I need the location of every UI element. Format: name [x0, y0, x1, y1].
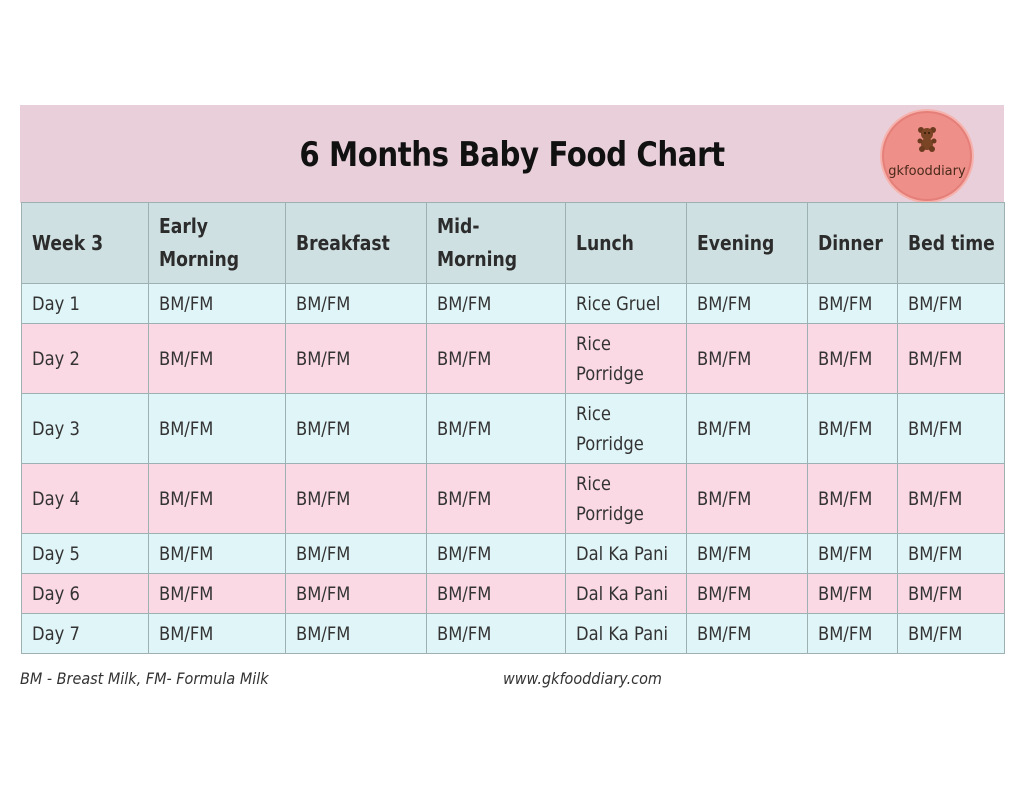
- table-cell: Day 6: [21, 573, 149, 614]
- teddy-bear-icon: [917, 127, 937, 152]
- column-header-lunch: Lunch: [565, 202, 687, 284]
- table-row: Day 1 BM/FM BM/FM BM/FM Rice Gruel BM/FM…: [21, 283, 1005, 324]
- column-header-week: Week 3: [21, 202, 149, 284]
- table-cell: BM/FM: [807, 573, 898, 614]
- table-row: Day 3 BM/FM BM/FM BM/FM Rice Porridge BM…: [21, 393, 1005, 464]
- table-cell: BM/FM: [807, 613, 898, 654]
- table-cell: BM/FM: [148, 323, 286, 394]
- table-cell: BM/FM: [807, 323, 898, 394]
- table-cell: BM/FM: [686, 613, 808, 654]
- table-cell: Day 1: [21, 283, 149, 324]
- table-cell: Dal Ka Pani: [565, 573, 687, 614]
- column-header-evening: Evening: [686, 202, 808, 284]
- column-header-bed-time: Bed time: [897, 202, 1005, 284]
- table-cell: BM/FM: [426, 393, 566, 464]
- table-cell: BM/FM: [285, 463, 427, 534]
- table-row: Day 5 BM/FM BM/FM BM/FM Dal Ka Pani BM/F…: [21, 533, 1005, 574]
- table-row: Day 7 BM/FM BM/FM BM/FM Dal Ka Pani BM/F…: [21, 613, 1005, 654]
- food-chart-table: Week 3 Early Morning Breakfast Mid-Morni…: [21, 202, 1005, 654]
- legend-note: BM - Breast Milk, FM- Formula Milk: [20, 669, 269, 688]
- table-cell: Rice Porridge: [565, 393, 687, 464]
- website-url: www.gkfooddiary.com: [503, 669, 662, 688]
- table-cell: BM/FM: [897, 283, 1005, 324]
- table-cell: BM/FM: [686, 463, 808, 534]
- table-cell: BM/FM: [686, 283, 808, 324]
- column-header-breakfast: Breakfast: [285, 202, 427, 284]
- table-cell: BM/FM: [807, 463, 898, 534]
- page-title: 6 Months Baby Food Chart: [299, 135, 725, 175]
- table-cell: BM/FM: [897, 323, 1005, 394]
- table-cell: BM/FM: [285, 323, 427, 394]
- table-cell: BM/FM: [426, 323, 566, 394]
- table-cell: BM/FM: [426, 613, 566, 654]
- table-cell: BM/FM: [807, 393, 898, 464]
- table-cell: BM/FM: [897, 463, 1005, 534]
- table-cell: Day 2: [21, 323, 149, 394]
- table-cell: BM/FM: [897, 393, 1005, 464]
- table-cell: Rice Porridge: [565, 323, 687, 394]
- table-cell: BM/FM: [148, 393, 286, 464]
- table-cell: BM/FM: [148, 533, 286, 574]
- table-row: Day 6 BM/FM BM/FM BM/FM Dal Ka Pani BM/F…: [21, 573, 1005, 614]
- chart-header: 6 Months Baby Food Chart gkfooddiary: [20, 105, 1004, 203]
- table-cell: BM/FM: [285, 573, 427, 614]
- table-cell: BM/FM: [686, 323, 808, 394]
- table-cell: BM/FM: [897, 613, 1005, 654]
- table-cell: BM/FM: [285, 533, 427, 574]
- table-cell: BM/FM: [148, 283, 286, 324]
- table-cell: BM/FM: [426, 463, 566, 534]
- column-header-dinner: Dinner: [807, 202, 898, 284]
- table-cell: BM/FM: [686, 393, 808, 464]
- table-cell: Day 3: [21, 393, 149, 464]
- table-cell: BM/FM: [285, 613, 427, 654]
- table-header-row: Week 3 Early Morning Breakfast Mid-Morni…: [21, 202, 1005, 284]
- table-cell: BM/FM: [148, 463, 286, 534]
- table-cell: Dal Ka Pani: [565, 613, 687, 654]
- table-cell: Dal Ka Pani: [565, 533, 687, 574]
- table-cell: BM/FM: [285, 283, 427, 324]
- table-cell: BM/FM: [285, 393, 427, 464]
- table-cell: BM/FM: [426, 283, 566, 324]
- table-cell: BM/FM: [807, 283, 898, 324]
- table-cell: Day 7: [21, 613, 149, 654]
- column-header-early-morning: Early Morning: [148, 202, 286, 284]
- table-cell: BM/FM: [807, 533, 898, 574]
- column-header-mid-morning: Mid-Morning: [426, 202, 566, 284]
- table-cell: BM/FM: [148, 613, 286, 654]
- table-row: Day 4 BM/FM BM/FM BM/FM Rice Porridge BM…: [21, 463, 1005, 534]
- table-cell: Day 5: [21, 533, 149, 574]
- table-cell: BM/FM: [897, 533, 1005, 574]
- table-cell: BM/FM: [686, 573, 808, 614]
- table-cell: BM/FM: [686, 533, 808, 574]
- table-cell: BM/FM: [148, 573, 286, 614]
- table-row: Day 2 BM/FM BM/FM BM/FM Rice Porridge BM…: [21, 323, 1005, 394]
- table-cell: BM/FM: [426, 533, 566, 574]
- logo: gkfooddiary: [880, 109, 974, 203]
- table-cell: Rice Porridge: [565, 463, 687, 534]
- table-cell: Day 4: [21, 463, 149, 534]
- table-cell: BM/FM: [897, 573, 1005, 614]
- table-cell: Rice Gruel: [565, 283, 687, 324]
- logo-text: gkfooddiary: [888, 164, 966, 179]
- table-cell: BM/FM: [426, 573, 566, 614]
